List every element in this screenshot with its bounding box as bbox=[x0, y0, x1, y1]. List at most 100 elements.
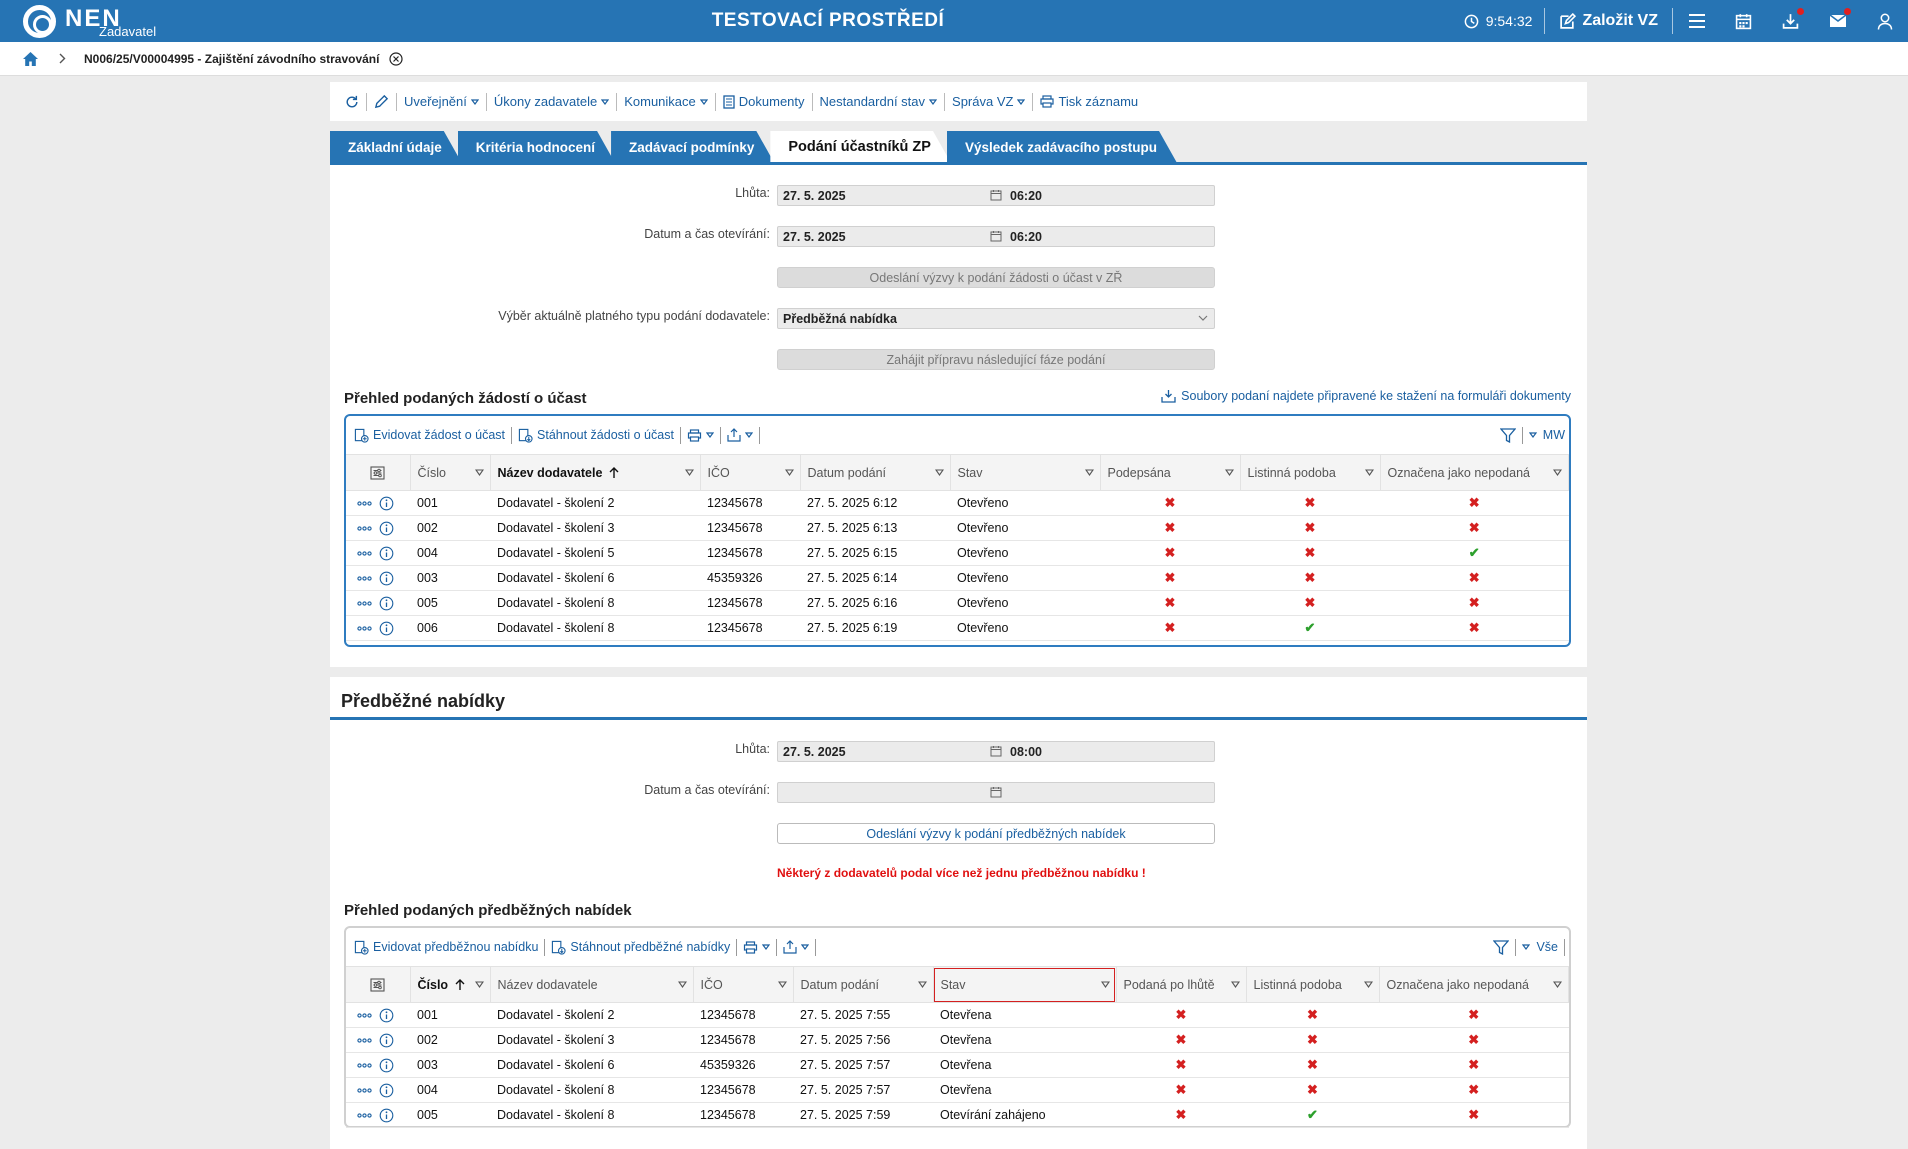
filter-arrow-icon[interactable] bbox=[917, 981, 927, 988]
table-row[interactable]: 006 Dodavatel - školení 8 12345678 27. 5. 2… bbox=[346, 615, 1569, 641]
nen-logo[interactable]: NEN bbox=[23, 5, 122, 38]
tab-zakladni-udaje[interactable]: Základní údaje bbox=[330, 131, 462, 163]
more-actions-icon[interactable] bbox=[357, 600, 372, 606]
table-row[interactable]: 004 Dodavatel - školení 5 12345678 27. 5. 2… bbox=[346, 540, 1569, 566]
info-icon[interactable] bbox=[379, 1033, 394, 1048]
tab-zadavaci-podminky[interactable]: Zadávací podmínky bbox=[611, 131, 774, 163]
calendar-icon[interactable] bbox=[990, 189, 1002, 201]
info-icon[interactable] bbox=[379, 496, 394, 511]
export-menu-button[interactable] bbox=[719, 426, 759, 444]
table-row[interactable]: 005 Dodavatel - školení 8 12345678 27. 5. 2… bbox=[346, 590, 1569, 616]
more-actions-icon[interactable] bbox=[357, 625, 372, 631]
refresh-button[interactable] bbox=[338, 93, 366, 111]
calendar-icon[interactable] bbox=[990, 786, 1002, 798]
filter-arrow-icon[interactable] bbox=[1364, 469, 1374, 476]
print-menu-button[interactable] bbox=[736, 938, 776, 956]
column-header-podepsana[interactable]: Podepsána bbox=[1100, 454, 1241, 491]
filter-icon[interactable] bbox=[1493, 939, 1510, 955]
filter-arrow-icon[interactable] bbox=[684, 469, 694, 476]
filter-arrow-icon[interactable] bbox=[474, 469, 484, 476]
more-actions-icon[interactable] bbox=[357, 1062, 372, 1068]
table-row[interactable]: 003 Dodavatel - školení 6 45359326 27. 5. 2… bbox=[346, 565, 1569, 591]
export-menu-button[interactable] bbox=[776, 938, 815, 956]
create-vz-button[interactable]: Založit VZ bbox=[1545, 12, 1672, 30]
register-prelim-offer-button[interactable]: Evidovat předběžnou nabídku bbox=[354, 939, 544, 956]
send-prelim-invitation-button[interactable]: Odeslání výzvy k podání předběžných nabí… bbox=[777, 823, 1215, 844]
filter-arrow-icon[interactable] bbox=[777, 981, 787, 988]
tab-vysledek[interactable]: Výsledek zadávacího postupu bbox=[947, 131, 1177, 163]
column-header-datum[interactable]: Datum podání bbox=[793, 966, 934, 1003]
column-header-ico[interactable]: IČO bbox=[700, 454, 801, 491]
column-header-nepodana[interactable]: Označena jako nepodaná bbox=[1379, 966, 1569, 1003]
menu-tisk-zaznamu[interactable]: Tisk záznamu bbox=[1032, 92, 1145, 111]
info-icon[interactable] bbox=[379, 1083, 394, 1098]
next-phase-button[interactable]: Zahájit přípravu následující fáze podání bbox=[777, 349, 1215, 370]
info-icon[interactable] bbox=[379, 621, 394, 636]
opening-field[interactable]: 27. 5. 2025 06:20 bbox=[777, 226, 1215, 247]
calendar-icon[interactable] bbox=[990, 745, 1002, 757]
filter-arrow-icon[interactable] bbox=[1553, 469, 1562, 476]
menu-ukony-zadavatele[interactable]: Úkony zadavatele bbox=[485, 92, 616, 111]
more-actions-icon[interactable] bbox=[357, 1012, 372, 1018]
table-row[interactable]: 004 Dodavatel - školení 8 12345678 27. 5. 2… bbox=[346, 1077, 1569, 1103]
menu-dokumenty[interactable]: Dokumenty bbox=[714, 92, 812, 111]
more-actions-icon[interactable] bbox=[357, 525, 372, 531]
calendar-icon[interactable] bbox=[990, 230, 1002, 242]
column-header-cislo[interactable]: Číslo bbox=[410, 966, 491, 1003]
filter-preset[interactable]: Vše bbox=[1536, 940, 1558, 954]
submission-type-select[interactable]: Předběžná nabídka bbox=[777, 308, 1215, 329]
download-files-link[interactable]: Soubory podaní najdete připravené ke sta… bbox=[1161, 389, 1571, 403]
info-icon[interactable] bbox=[379, 546, 394, 561]
filter-preset[interactable]: MW bbox=[1542, 428, 1565, 442]
filter-arrow-icon[interactable] bbox=[784, 469, 794, 476]
menu-uverejneni[interactable]: Uveřejnění bbox=[396, 92, 486, 111]
column-header-datum[interactable]: Datum podání bbox=[800, 454, 951, 491]
user-button[interactable] bbox=[1861, 0, 1908, 42]
menu-button[interactable] bbox=[1673, 0, 1720, 42]
filter-arrow-icon[interactable] bbox=[1084, 469, 1094, 476]
filter-arrow-icon[interactable] bbox=[934, 469, 944, 476]
column-header-po-lhute[interactable]: Podaná po lhůtě bbox=[1116, 966, 1247, 1003]
info-icon[interactable] bbox=[379, 1108, 394, 1123]
filter-arrow-icon[interactable] bbox=[1553, 981, 1562, 988]
table-row[interactable]: 005 Dodavatel - školení 8 12345678 27. 5. 2… bbox=[346, 1102, 1569, 1128]
more-actions-icon[interactable] bbox=[357, 1112, 372, 1118]
column-header-stav[interactable]: Stav bbox=[933, 966, 1117, 1003]
info-icon[interactable] bbox=[379, 1008, 394, 1023]
menu-sprava-vz[interactable]: Správa VZ bbox=[944, 92, 1032, 111]
column-settings[interactable] bbox=[346, 454, 411, 491]
download-applications-button[interactable]: Stáhnout žádosti o účast bbox=[511, 426, 680, 444]
calendar-button[interactable] bbox=[1720, 0, 1767, 42]
tab-podani-ucastniku[interactable]: Podání účastníků ZP bbox=[770, 131, 951, 163]
column-header-nazev[interactable]: Název dodavatele bbox=[490, 966, 694, 1003]
tab-kriteria-hodnoceni[interactable]: Kritéria hodnocení bbox=[458, 131, 615, 163]
table-row[interactable]: 001 Dodavatel - školení 2 12345678 27. 5. 2… bbox=[346, 1002, 1569, 1028]
table-row[interactable]: 001 Dodavatel - školení 2 12345678 27. 5. 2… bbox=[346, 490, 1569, 516]
filter-arrow-icon[interactable] bbox=[677, 981, 687, 988]
deadline-field[interactable]: 27. 5. 2025 08:00 bbox=[777, 741, 1215, 762]
table-row[interactable]: 003 Dodavatel - školení 6 45359326 27. 5. 2… bbox=[346, 1052, 1569, 1078]
more-actions-icon[interactable] bbox=[357, 1087, 372, 1093]
more-actions-icon[interactable] bbox=[357, 1037, 372, 1043]
opening-field[interactable] bbox=[777, 782, 1215, 803]
print-menu-button[interactable] bbox=[679, 426, 720, 444]
column-header-nepodana[interactable]: Označena jako nepodaná bbox=[1380, 454, 1569, 491]
send-invitation-button[interactable]: Odeslání výzvy k podání žádosti o účast … bbox=[777, 267, 1215, 288]
more-actions-icon[interactable] bbox=[357, 575, 372, 581]
info-icon[interactable] bbox=[379, 1058, 394, 1073]
close-icon[interactable] bbox=[389, 51, 404, 66]
filter-arrow-icon[interactable] bbox=[1224, 469, 1234, 476]
home-icon[interactable] bbox=[22, 51, 39, 67]
filter-icon[interactable] bbox=[1499, 427, 1516, 443]
filter-arrow-icon[interactable] bbox=[1230, 981, 1240, 988]
filter-arrow-icon[interactable] bbox=[1100, 981, 1110, 988]
download-prelim-offers-button[interactable]: Stáhnout předběžné nabídky bbox=[544, 938, 736, 956]
table-row[interactable]: 002 Dodavatel - školení 3 12345678 27. 5. 2… bbox=[346, 1027, 1569, 1053]
downloads-button[interactable] bbox=[1767, 0, 1814, 42]
register-application-button[interactable]: Evidovat žádost o účast bbox=[354, 427, 511, 444]
filter-arrow-icon[interactable] bbox=[1363, 981, 1373, 988]
column-header-ico[interactable]: IČO bbox=[693, 966, 794, 1003]
edit-button[interactable] bbox=[366, 92, 396, 111]
column-settings[interactable] bbox=[346, 966, 411, 1003]
column-header-stav[interactable]: Stav bbox=[950, 454, 1101, 491]
